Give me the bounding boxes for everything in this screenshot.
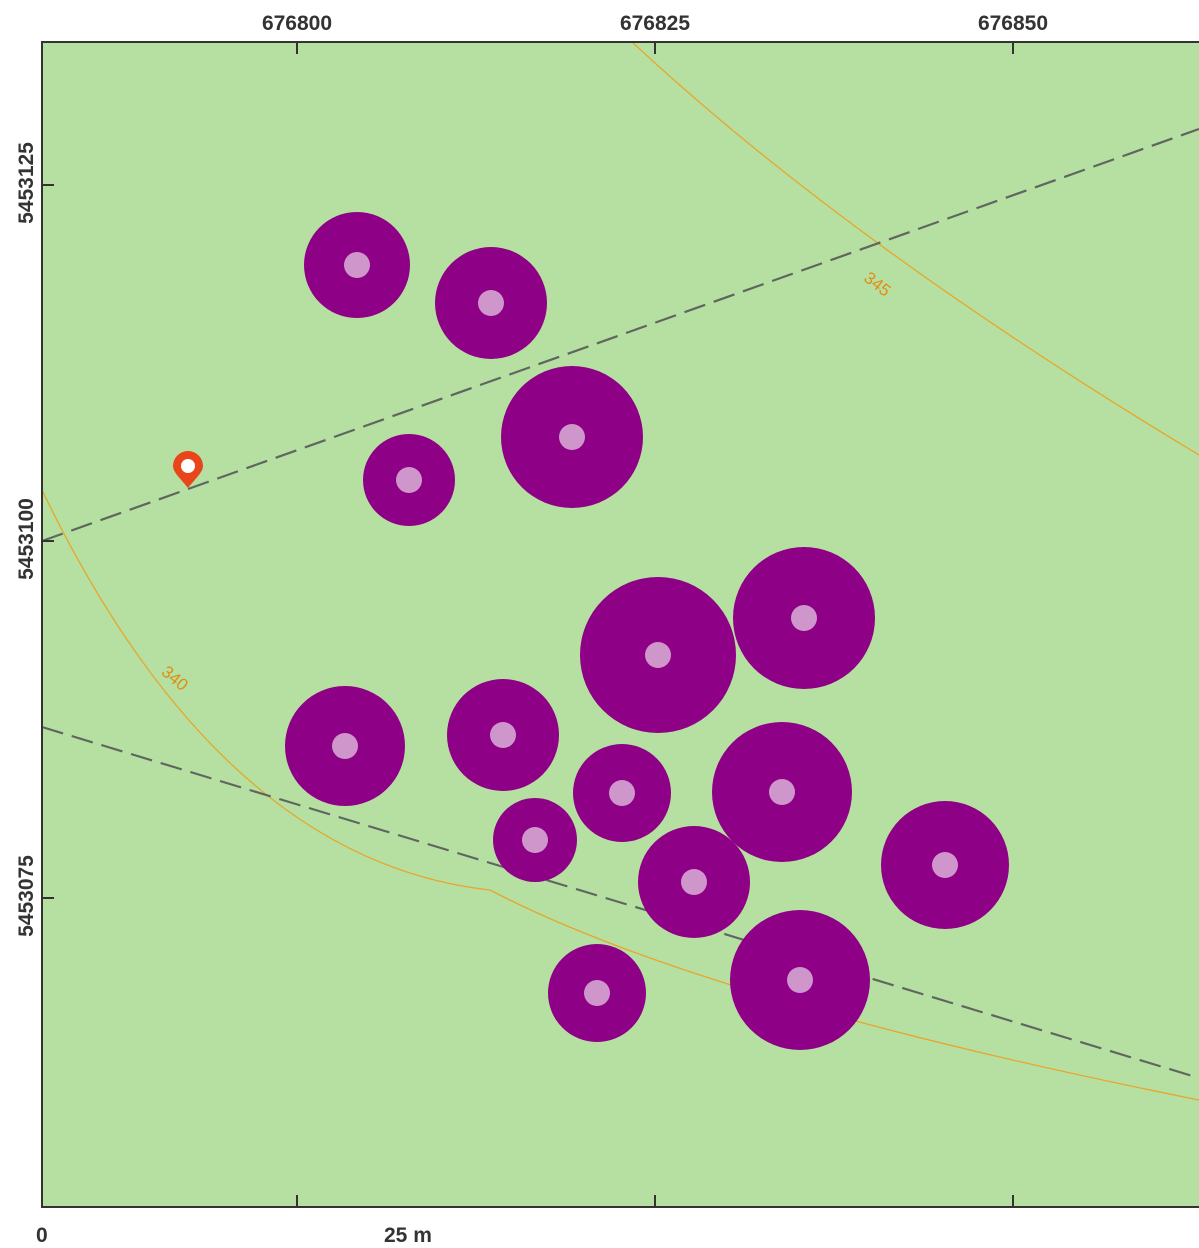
road-north	[41, 127, 1199, 543]
tree-center	[787, 967, 813, 993]
tree-center	[396, 467, 422, 493]
contour-line-340	[41, 489, 1199, 1101]
axis-ticks	[42, 42, 1014, 1207]
tree-center	[522, 827, 548, 853]
tree-center	[681, 869, 707, 895]
tree-center	[478, 290, 504, 316]
tree-center	[609, 780, 635, 806]
y-tick-label: 5453100	[15, 498, 38, 580]
tree-center	[769, 779, 795, 805]
tree-center	[645, 642, 671, 668]
y-tick-label: 5453075	[15, 855, 38, 937]
tree-center	[490, 722, 516, 748]
y-tick-label: 5453125	[15, 142, 38, 224]
tree-center	[559, 424, 585, 450]
tree-center	[584, 980, 610, 1006]
scale-bar-end-label: 25 m	[384, 1224, 432, 1247]
tree-center	[791, 605, 817, 631]
x-tick-label: 676850	[977, 12, 1049, 35]
map-frame	[41, 41, 1199, 1208]
x-tick-label: 676800	[261, 12, 333, 35]
scale-bar-start-label: 0	[36, 1224, 48, 1247]
location-pin-icon[interactable]	[173, 451, 203, 488]
trees-layer	[285, 212, 1009, 1050]
roads	[41, 127, 1199, 1080]
contour-lines	[41, 41, 1199, 1101]
tree-center	[932, 852, 958, 878]
road-south	[41, 725, 1199, 1080]
tree-center	[344, 252, 370, 278]
x-tick-label: 676825	[619, 12, 691, 35]
tree-center	[332, 733, 358, 759]
contour-line-345	[631, 41, 1199, 456]
